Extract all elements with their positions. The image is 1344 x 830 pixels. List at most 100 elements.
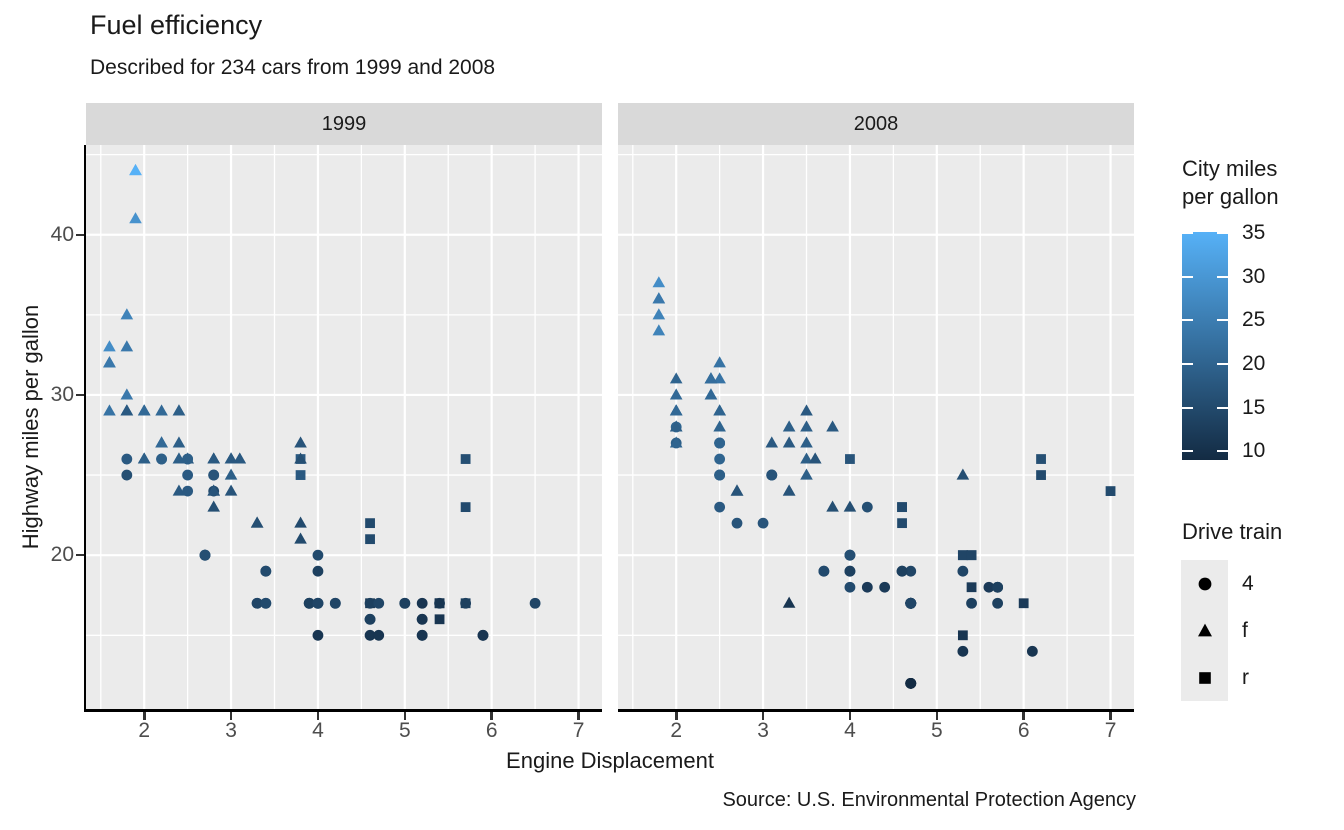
colorbar-tick-label: 15 — [1242, 395, 1266, 419]
data-point-circle — [992, 597, 1004, 609]
cb-tick-left — [1182, 450, 1193, 453]
facet-strip-label: 1999 — [321, 112, 367, 135]
data-point-square — [365, 534, 375, 545]
caption: Source: U.S. Environmental Protection Ag… — [722, 789, 1136, 811]
facet-strip-2008: 2008 — [618, 103, 1134, 145]
x-tick-label: 3 — [757, 719, 769, 742]
data-point-circle — [182, 469, 194, 481]
data-point-circle — [260, 565, 272, 577]
legend-label-r: r — [1242, 666, 1249, 689]
data-point-triangle — [669, 420, 683, 432]
data-point-circle — [714, 469, 726, 481]
x-tick-mark — [143, 711, 146, 720]
data-point-triangle — [800, 420, 813, 432]
circle-icon — [1198, 577, 1211, 590]
data-point-circle — [182, 485, 194, 497]
data-point-circle — [416, 629, 428, 641]
data-point-square — [897, 502, 907, 513]
data-point-triangle — [782, 420, 796, 432]
data-point-square — [460, 454, 471, 464]
data-point-triangle — [172, 436, 186, 448]
data-point-triangle — [137, 404, 151, 416]
facet-strip-label: 2008 — [853, 112, 899, 135]
data-point-triangle — [129, 164, 142, 176]
data-point-triangle — [730, 484, 744, 496]
data-point-triangle — [224, 484, 238, 496]
x-tick-mark — [490, 711, 493, 720]
data-point-triangle — [800, 404, 813, 416]
data-point-circle — [329, 597, 341, 609]
shape-legend-title: Drive train — [1182, 519, 1283, 544]
x-axis-line-1999 — [84, 709, 602, 712]
plot-subtitle: Described for 234 cars from 1999 and 200… — [90, 56, 496, 79]
data-point-circle — [766, 469, 778, 481]
data-point-circle — [966, 597, 977, 609]
facet-strip-1999: 1999 — [86, 103, 602, 145]
data-point-triangle — [120, 388, 134, 400]
x-tick-label: 6 — [485, 719, 498, 742]
data-point-triangle — [294, 452, 307, 464]
cb-tick-right — [1217, 319, 1228, 322]
data-point-square — [966, 582, 977, 593]
triangle-icon — [1197, 623, 1212, 636]
data-point-circle — [416, 613, 428, 625]
data-point-triangle — [669, 372, 683, 384]
data-point-triangle — [800, 436, 813, 448]
data-point-square — [897, 518, 907, 529]
data-point-circle — [182, 453, 194, 465]
data-point-circle — [983, 581, 995, 593]
data-point-circle — [199, 549, 211, 561]
data-point-triangle — [782, 596, 796, 608]
y-tick-label: 20 — [50, 543, 74, 567]
x-tick-mark — [1109, 711, 1112, 720]
legend-label-f: f — [1242, 619, 1248, 642]
data-point-triangle — [120, 340, 134, 352]
x-tick-mark — [675, 711, 678, 720]
data-point-circle — [121, 453, 133, 465]
y-tick-label: 40 — [50, 222, 74, 246]
data-point-circle — [861, 501, 873, 513]
data-point-triangle — [120, 404, 134, 416]
data-point-circle — [312, 565, 324, 577]
data-point-square — [460, 502, 471, 513]
data-point-circle — [905, 677, 917, 689]
data-point-triangle — [713, 420, 726, 432]
data-point-triangle — [782, 484, 796, 496]
data-point-triangle — [765, 436, 779, 448]
data-point-triangle — [669, 404, 683, 416]
data-point-circle — [416, 597, 428, 609]
data-point-triangle — [129, 212, 142, 224]
data-point-triangle — [103, 356, 116, 368]
data-point-square — [1105, 486, 1116, 496]
x-tick-label: 2 — [138, 719, 151, 742]
y-axis-line — [83, 145, 86, 711]
data-point-triangle — [826, 500, 839, 512]
x-tick-mark — [577, 711, 580, 720]
data-point-circle — [260, 597, 272, 609]
cb-tick-left — [1182, 319, 1193, 322]
data-point-circle — [477, 629, 489, 641]
cb-tick-left — [1182, 275, 1193, 278]
data-point-triangle — [704, 372, 718, 384]
data-point-triangle — [155, 404, 168, 416]
data-point-circle — [861, 581, 873, 593]
cb-tick-left — [1182, 363, 1193, 366]
data-point-triangle — [669, 388, 683, 400]
data-point-circle — [905, 565, 917, 577]
data-point-triangle — [843, 500, 857, 512]
data-point-circle — [364, 597, 376, 609]
data-point-circle — [879, 581, 891, 593]
data-point-circle — [714, 501, 726, 513]
x-tick-label: 3 — [225, 719, 237, 742]
plot-title: Fuel efficiency — [90, 10, 263, 40]
data-point-triangle — [172, 452, 186, 464]
panel-2008-canvas — [618, 145, 1134, 709]
data-point-circle — [460, 597, 472, 609]
data-point-circle — [312, 597, 324, 609]
data-point-circle — [364, 613, 376, 625]
cb-tick-left — [1182, 232, 1193, 235]
data-point-square — [845, 454, 855, 464]
data-point-triangle — [782, 436, 796, 448]
data-point-triangle — [713, 404, 726, 416]
